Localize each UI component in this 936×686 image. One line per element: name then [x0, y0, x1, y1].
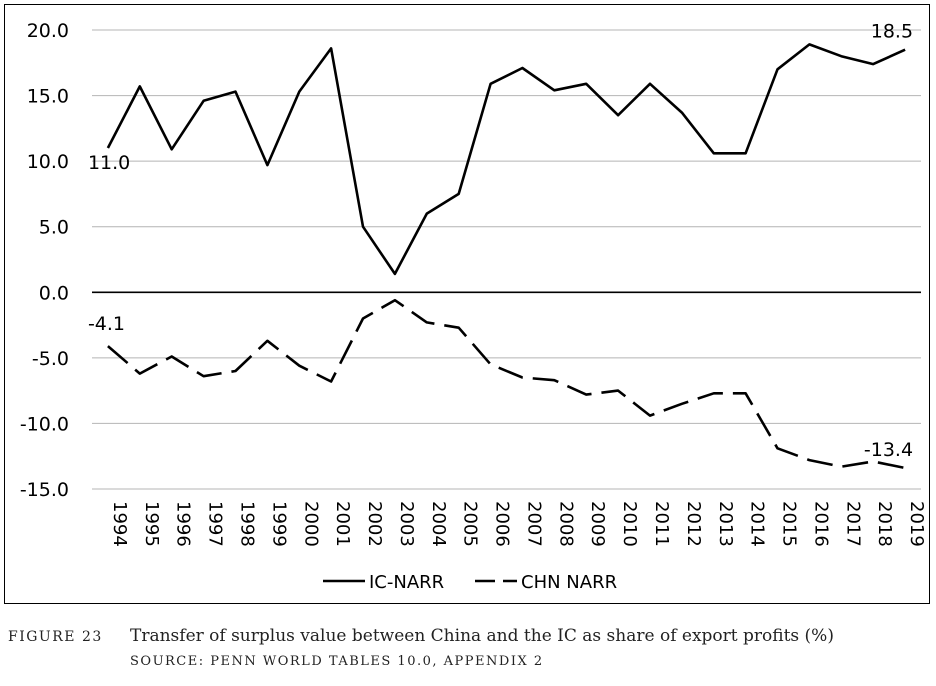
data-labels: 11.0 18.5 -4.1 -13.4	[88, 21, 913, 461]
legend: IC-NARR CHN NARR	[323, 572, 617, 593]
line-chart: 20.015.010.05.00.0-5.0-10.0-15.0 1994 199…	[20, 20, 927, 593]
gridlines	[92, 29, 921, 490]
x-tick-label: 1997	[205, 501, 226, 547]
series-lines	[106, 43, 906, 470]
y-tick-label: -15.0	[20, 479, 69, 501]
y-tick-label: -10.0	[20, 413, 69, 435]
x-tick-label: 2017	[842, 501, 863, 547]
data-label: 18.5	[871, 21, 913, 43]
x-tick-label: 1994	[109, 501, 130, 547]
data-label: 11.0	[88, 152, 130, 174]
x-tick-label: 1995	[141, 501, 162, 547]
figure-title: Transfer of surplus value between China …	[130, 626, 834, 646]
x-tick-label: 2000	[300, 501, 321, 547]
x-axis-ticks: 1994 1995 1996 1997 1998 1999 2000 2001 2002 2003…	[109, 501, 927, 547]
figure-number: FIGURE 23	[8, 629, 103, 645]
x-tick-label: 2013	[715, 501, 736, 547]
x-tick-label: 2014	[747, 501, 768, 547]
figure-caption: FIGURE 23 Transfer of surplus value betw…	[8, 626, 928, 669]
x-tick-label: 2018	[874, 501, 895, 547]
series-line-chn-narr	[107, 298, 906, 470]
x-tick-label: 2011	[651, 501, 672, 547]
x-tick-label: 2015	[779, 501, 800, 547]
y-axis-ticks: 20.0 15.0 10.0 5.0 0.0 -5.0 -10.0 -15.0	[20, 20, 69, 501]
x-tick-label: 2001	[332, 501, 353, 547]
series-line-ic-narr	[106, 43, 906, 276]
y-tick-label: 20.0	[27, 20, 69, 42]
x-tick-label: 1998	[236, 501, 257, 547]
x-tick-label: 1996	[173, 501, 194, 547]
x-tick-label: 2007	[523, 501, 544, 547]
y-tick-label: 15.0	[27, 86, 69, 108]
x-tick-label: 2010	[619, 501, 640, 547]
x-tick-label: 2004	[428, 501, 449, 547]
legend-label-ic-narr: IC-NARR	[369, 572, 444, 593]
y-tick-label: 10.0	[27, 151, 69, 173]
x-tick-label: 2012	[683, 501, 704, 547]
legend-label-chn-narr: CHN NARR	[521, 572, 617, 593]
x-tick-label: 2005	[460, 501, 481, 547]
figure-source: SOURCE: PENN WORLD TABLES 10.0, APPENDIX…	[130, 654, 544, 669]
x-tick-label: 2008	[555, 501, 576, 547]
data-label: -4.1	[88, 313, 125, 335]
y-tick-label: -5.0	[32, 348, 69, 370]
chart-frame: 20.0 15.0 10.0 5.0 0.0 -5.0 -10.0 -15.0 1994 199…	[4, 4, 930, 604]
y-tick-label: 0.0	[39, 282, 69, 304]
x-tick-label: 2002	[364, 501, 385, 547]
x-tick-label: 2003	[396, 501, 417, 547]
data-label: -13.4	[864, 439, 913, 461]
x-tick-label: 2006	[492, 501, 513, 547]
x-tick-label: 1999	[268, 501, 289, 547]
x-tick-label: 2016	[810, 501, 831, 547]
x-tick-label: 2019	[906, 501, 927, 547]
y-tick-label: 5.0	[39, 217, 69, 239]
x-tick-label: 2009	[587, 501, 608, 547]
